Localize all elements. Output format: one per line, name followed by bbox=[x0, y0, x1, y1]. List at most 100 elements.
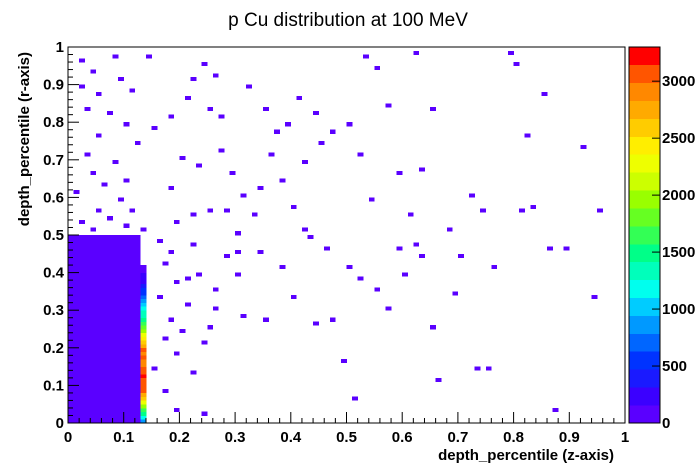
heatmap-cell bbox=[73, 291, 80, 296]
heatmap-cell bbox=[90, 246, 97, 251]
heatmap-cell bbox=[118, 242, 124, 247]
heatmap-cell bbox=[101, 329, 108, 334]
heatmap-cell bbox=[79, 355, 86, 360]
heatmap-cell bbox=[491, 265, 498, 270]
heatmap-cell bbox=[95, 313, 102, 319]
heatmap-cell bbox=[68, 306, 74, 311]
heatmap-cell bbox=[140, 404, 147, 409]
heatmap-cell bbox=[207, 107, 214, 112]
heatmap-cell bbox=[68, 332, 74, 337]
heatmap-cell bbox=[134, 325, 141, 330]
heatmap-cell bbox=[118, 381, 124, 386]
heatmap-cell bbox=[95, 235, 102, 240]
heatmap-cell bbox=[129, 283, 136, 288]
heatmap-cell bbox=[329, 129, 336, 134]
heatmap-cell bbox=[95, 381, 102, 386]
heatmap-cell bbox=[140, 419, 147, 424]
heatmap-cell bbox=[84, 377, 91, 382]
heatmap-cell bbox=[112, 310, 119, 315]
heatmap-cell bbox=[123, 355, 130, 360]
heatmap-cell bbox=[112, 306, 119, 311]
color-scale-segment bbox=[629, 100, 660, 119]
heatmap-cell bbox=[106, 415, 113, 420]
heatmap-cell bbox=[68, 389, 74, 394]
heatmap-cell bbox=[112, 385, 119, 390]
heatmap-cell bbox=[112, 377, 119, 382]
heatmap-cell bbox=[123, 295, 130, 300]
heatmap-cell bbox=[106, 291, 113, 296]
heatmap-cell bbox=[246, 84, 253, 89]
heatmap-cell bbox=[106, 253, 113, 258]
heatmap-cell bbox=[95, 133, 102, 138]
heatmap-cell bbox=[68, 250, 74, 255]
y-tick-label: 0.4 bbox=[43, 265, 65, 282]
x-tick-label: 0.5 bbox=[336, 429, 357, 446]
heatmap-cell bbox=[90, 306, 97, 311]
heatmap-cell bbox=[123, 374, 130, 379]
heatmap-cell bbox=[452, 291, 459, 296]
heatmap-cell bbox=[129, 351, 136, 356]
heatmap-cell bbox=[140, 268, 147, 273]
heatmap-cell bbox=[173, 219, 180, 225]
heatmap-cell bbox=[140, 310, 147, 315]
heatmap-cell bbox=[90, 295, 97, 300]
heatmap-cell bbox=[129, 370, 136, 375]
heatmap-cell bbox=[374, 65, 381, 70]
heatmap-cell bbox=[430, 107, 436, 112]
heatmap-cell bbox=[118, 317, 124, 322]
heatmap-cell bbox=[134, 340, 141, 345]
heatmap-cell bbox=[73, 359, 80, 364]
heatmap-cell bbox=[123, 351, 130, 356]
heatmap-cell bbox=[134, 268, 141, 273]
x-axis-label: depth_percentile (z-axis) bbox=[438, 447, 614, 464]
heatmap-cell bbox=[106, 295, 113, 300]
heatmap-cell bbox=[140, 265, 147, 270]
heatmap-cell bbox=[118, 235, 124, 240]
heatmap-cell bbox=[112, 268, 119, 273]
heatmap-cell bbox=[134, 336, 141, 341]
heatmap-cell bbox=[118, 250, 124, 255]
heatmap-cell bbox=[357, 152, 364, 157]
heatmap-cell bbox=[68, 396, 74, 401]
heatmap-cell bbox=[190, 242, 197, 247]
heatmap-cell bbox=[123, 325, 130, 330]
heatmap-cell bbox=[118, 377, 124, 382]
heatmap-cell bbox=[95, 253, 102, 258]
heatmap-cell bbox=[101, 235, 108, 240]
heatmap-cell bbox=[118, 347, 124, 352]
heatmap-cell bbox=[274, 129, 280, 134]
heatmap-cell bbox=[402, 272, 409, 277]
heatmap-cell bbox=[68, 377, 74, 382]
heatmap-cell bbox=[101, 302, 108, 307]
heatmap-cell bbox=[90, 359, 97, 364]
heatmap-cell bbox=[446, 227, 453, 232]
heatmap-cell bbox=[106, 359, 113, 364]
heatmap-cell bbox=[84, 415, 91, 420]
y-tick-label: 0.6 bbox=[43, 189, 64, 206]
heatmap-cell bbox=[101, 250, 108, 255]
heatmap-cell bbox=[201, 340, 208, 345]
heatmap-cell bbox=[134, 415, 141, 420]
heatmap-cell bbox=[157, 295, 163, 300]
heatmap-cell bbox=[257, 250, 264, 255]
heatmap-cell bbox=[112, 246, 119, 251]
heatmap-cell bbox=[95, 242, 102, 247]
heatmap-cell bbox=[73, 419, 80, 424]
heatmap-cell bbox=[101, 283, 108, 288]
heatmap-cell bbox=[118, 362, 124, 367]
heatmap-cell bbox=[79, 310, 86, 315]
heatmap-cell bbox=[140, 344, 147, 349]
heatmap-cell bbox=[123, 276, 130, 281]
x-tick-label: 0.9 bbox=[559, 429, 580, 446]
heatmap-cell bbox=[84, 370, 91, 375]
heatmap-cell bbox=[118, 306, 124, 311]
heatmap-cell bbox=[90, 389, 97, 394]
heatmap-cell bbox=[123, 389, 130, 394]
heatmap-cell bbox=[79, 344, 86, 349]
heatmap-cell bbox=[90, 351, 97, 356]
heatmap-cell bbox=[73, 321, 80, 326]
heatmap-cell bbox=[123, 280, 130, 285]
heatmap-cell bbox=[123, 321, 130, 326]
heatmap-cell bbox=[68, 235, 74, 240]
heatmap-cell bbox=[118, 419, 124, 424]
